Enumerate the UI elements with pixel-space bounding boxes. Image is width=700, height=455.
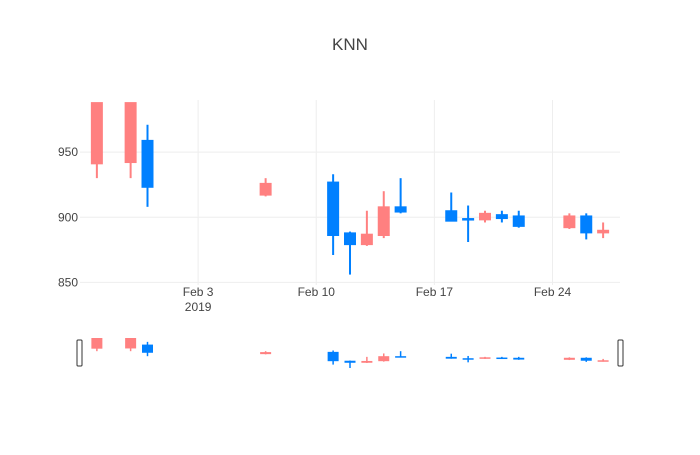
slider-candle bbox=[142, 341, 153, 357]
candle-body bbox=[462, 218, 475, 221]
slider-candle-body bbox=[462, 358, 474, 360]
candle-increasing[interactable] bbox=[495, 210, 508, 223]
slider-candle bbox=[327, 350, 339, 365]
slider-candle-body bbox=[513, 357, 525, 360]
candle-body bbox=[344, 232, 356, 246]
slider-candle-body bbox=[395, 356, 407, 358]
candle-increasing[interactable] bbox=[327, 174, 340, 256]
candle-increasing[interactable] bbox=[462, 205, 475, 243]
candle-body bbox=[563, 215, 576, 229]
slider-candle bbox=[597, 358, 609, 362]
slider-candle-body bbox=[479, 357, 491, 359]
candle-increasing[interactable] bbox=[344, 231, 356, 275]
candle-increasing[interactable] bbox=[394, 178, 407, 214]
candle-decreasing[interactable] bbox=[597, 222, 610, 239]
slider-candle-body bbox=[361, 360, 373, 363]
x-tick-label: Feb 10 bbox=[298, 285, 336, 299]
candle-decreasing[interactable] bbox=[563, 213, 576, 229]
candle-decreasing[interactable] bbox=[377, 191, 390, 239]
candle-body bbox=[445, 210, 458, 222]
candle-increasing[interactable] bbox=[445, 192, 458, 222]
slider-candle bbox=[91, 338, 103, 352]
slider-candle bbox=[395, 351, 407, 358]
candle-body bbox=[495, 214, 508, 220]
candle-body bbox=[141, 139, 154, 188]
x-tick-label: Feb 24 bbox=[534, 285, 572, 299]
candle-body bbox=[90, 102, 103, 165]
chart-title: KNN bbox=[332, 35, 368, 54]
slider-candle bbox=[378, 353, 390, 362]
candle-body bbox=[394, 206, 407, 213]
candle-body bbox=[124, 102, 137, 164]
range-slider[interactable] bbox=[76, 338, 624, 368]
candle-body bbox=[377, 206, 390, 236]
candle-decreasing[interactable] bbox=[124, 102, 137, 179]
slider-candle bbox=[260, 351, 272, 355]
slider-candle-body bbox=[327, 351, 339, 362]
x-tick-label: Feb 17 bbox=[416, 285, 454, 299]
grid-lines bbox=[80, 100, 620, 285]
candle-increasing[interactable] bbox=[580, 213, 593, 240]
y-tick-label: 950 bbox=[58, 145, 78, 159]
slider-candle bbox=[496, 356, 508, 360]
slider-candle-body bbox=[91, 338, 103, 349]
slider-candle-body bbox=[445, 356, 457, 359]
y-tick-label: 900 bbox=[58, 210, 78, 224]
candle-decreasing[interactable] bbox=[259, 178, 272, 197]
slider-candle bbox=[361, 356, 373, 363]
slider-candle bbox=[513, 356, 525, 360]
x-tick-sublabel: 2019 bbox=[185, 300, 212, 314]
candle-body bbox=[597, 229, 610, 234]
candle-increasing[interactable] bbox=[141, 124, 154, 207]
candle-decreasing[interactable] bbox=[90, 102, 103, 179]
slider-candle bbox=[344, 360, 356, 368]
candle-body bbox=[479, 212, 491, 221]
candle-body bbox=[259, 182, 272, 196]
candle-body bbox=[360, 233, 373, 246]
candle-decreasing[interactable] bbox=[360, 210, 373, 246]
candle-body bbox=[327, 181, 340, 236]
range-slider-left-handle[interactable] bbox=[76, 339, 83, 367]
slider-candle-body bbox=[597, 360, 609, 362]
slider-candle-body bbox=[563, 357, 575, 360]
candle-increasing[interactable] bbox=[512, 210, 525, 228]
slider-candle-body bbox=[260, 352, 272, 355]
x-tick-label: Feb 3 bbox=[183, 285, 214, 299]
slider-candle bbox=[445, 353, 457, 359]
candle-decreasing[interactable] bbox=[479, 210, 491, 223]
slider-candle bbox=[125, 338, 137, 352]
slider-candle-body bbox=[344, 360, 356, 363]
range-slider-right-handle[interactable] bbox=[617, 339, 624, 367]
slider-candle-body bbox=[142, 344, 153, 353]
slider-candle-body bbox=[580, 357, 592, 361]
slider-candle bbox=[580, 357, 592, 362]
slider-candle-body bbox=[125, 338, 137, 349]
slider-candle bbox=[563, 357, 575, 361]
slider-candle-body bbox=[496, 357, 508, 360]
candle-body bbox=[512, 215, 525, 227]
slider-candle bbox=[462, 355, 474, 363]
candle-body bbox=[580, 215, 593, 234]
candles-layer[interactable] bbox=[90, 102, 610, 275]
slider-candle-body bbox=[378, 356, 390, 362]
y-tick-label: 850 bbox=[58, 275, 78, 289]
slider-candle bbox=[479, 356, 491, 359]
